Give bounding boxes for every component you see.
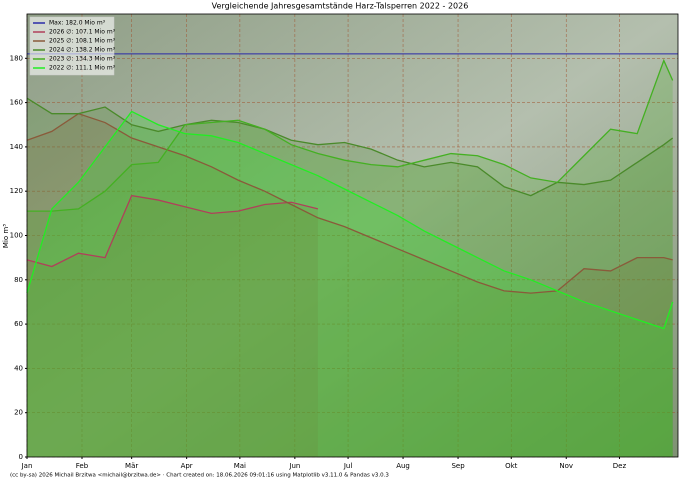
x-tick-label: Mär: [125, 462, 138, 470]
legend-label: 2025 ∅: 108.1 Mio m³: [49, 38, 116, 45]
plot-frame: [26, 13, 679, 458]
series-line: [26, 112, 673, 294]
series-line: [26, 194, 319, 268]
x-tick-label: Feb: [76, 462, 89, 470]
y-axis-label: Mio m³: [2, 224, 10, 248]
y-tick-label: 180: [10, 54, 23, 62]
y-tick-label: 160: [10, 99, 23, 107]
series-line: [27, 58, 674, 212]
series-line: [26, 110, 674, 330]
y-tick-label: 40: [14, 364, 23, 372]
legend-label: 2026 ∅: 107.1 Mio m³: [49, 29, 116, 36]
series-area: [27, 195, 318, 457]
legend-label: Max: 182.0 Mio m³: [49, 20, 106, 27]
x-tick-label: Dez: [613, 462, 627, 470]
series-line: [26, 97, 674, 197]
x-tick-label: Jul: [343, 462, 353, 470]
x-tick-label: Sep: [451, 462, 465, 470]
legend-label: 2024 ∅: 138.2 Mio m³: [49, 47, 116, 54]
x-tick-label: Aug: [396, 462, 410, 470]
x-tick-label: Jan: [21, 462, 33, 470]
y-tick-label: 80: [14, 276, 23, 284]
x-tick-label: Mai: [234, 462, 246, 470]
series-area: [27, 98, 673, 458]
x-tick-label: Apr: [181, 462, 193, 470]
y-tick-label: 140: [10, 143, 23, 151]
y-tick-label: 100: [10, 232, 23, 240]
legend-label: 2023 ∅: 134.3 Mio m³: [49, 56, 116, 63]
x-tick-label: Okt: [505, 462, 518, 470]
y-tick-label: 120: [10, 187, 23, 195]
series-area: [27, 113, 673, 458]
x-tick-label: Jun: [288, 462, 300, 470]
y-tick-label: 20: [14, 409, 23, 417]
y-tick-label: 60: [14, 320, 23, 328]
chart-title: Vergleichende Jahresgesamtstände Harz-Ta…: [212, 2, 469, 11]
y-tick-label: 0: [19, 453, 23, 461]
legend-label: 2022 ∅: 111.1 Mio m³: [49, 65, 116, 72]
footer: (cc by-sa) 2026 Michail Brzitwa <michail…: [10, 473, 389, 479]
plot: 0 20 40 60 80 100 120 140 160 180 Jan Feb Mär Apr Mai J…: [10, 13, 679, 470]
x-tick-label: Nov: [559, 462, 573, 470]
series-area: [27, 111, 673, 458]
legend-box: [29, 16, 115, 76]
series-area: [27, 60, 673, 457]
